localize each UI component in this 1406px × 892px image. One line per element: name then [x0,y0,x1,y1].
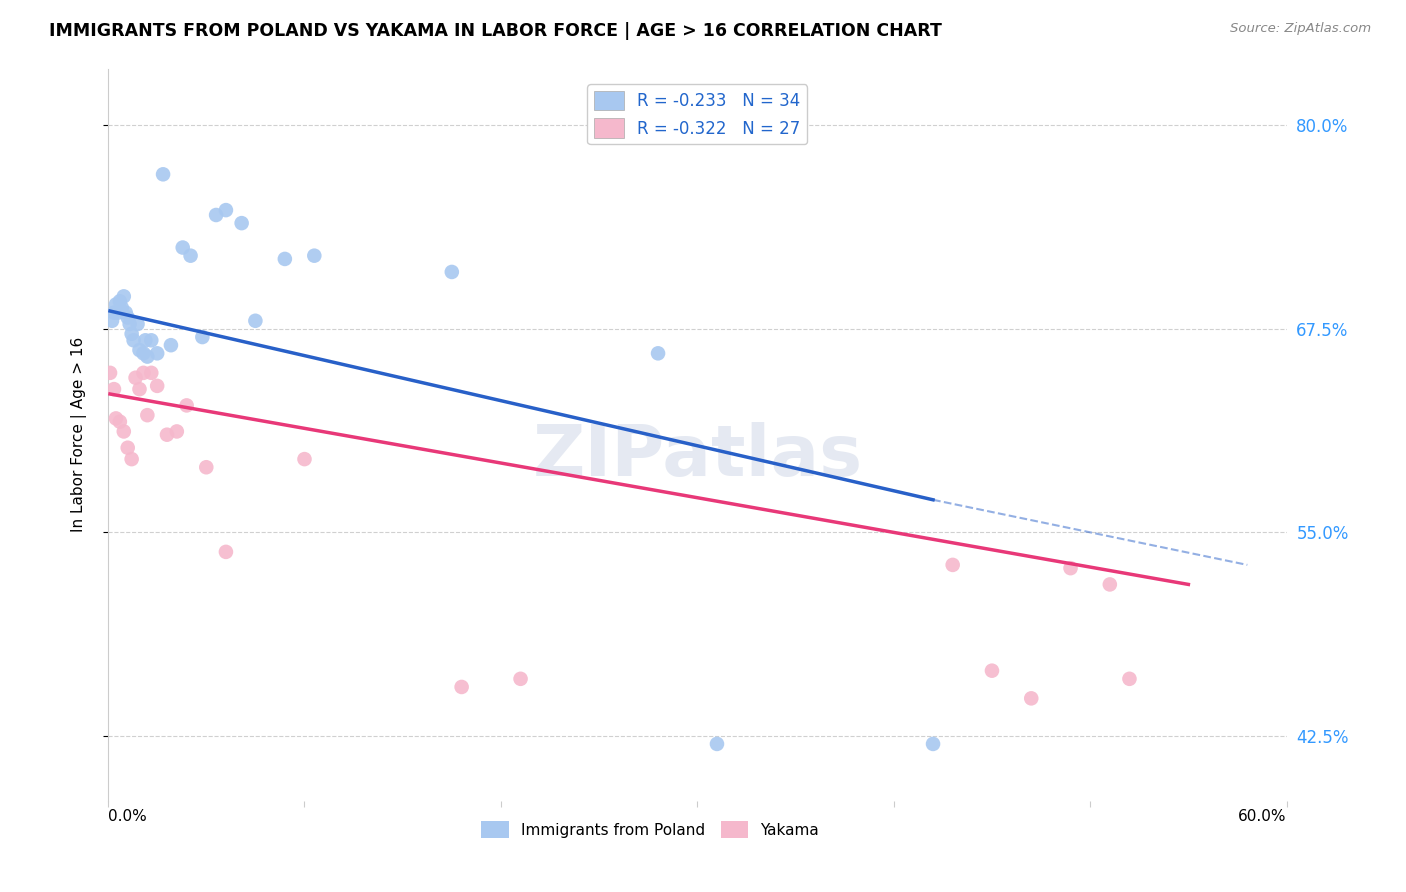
Point [1019,691,1042,706]
Text: Source: ZipAtlas.com: Source: ZipAtlas.com [1230,22,1371,36]
Point [146,379,169,393]
Point [132,366,155,380]
Text: 60.0%: 60.0% [1239,809,1286,824]
Point [141,334,163,348]
Point [117,310,139,325]
Point [152,167,174,181]
Point [156,427,179,442]
Point [104,411,127,425]
Point [136,350,159,364]
Point [231,216,253,230]
Point [128,382,150,396]
Point [124,370,146,384]
Point [111,301,134,315]
Point [114,305,136,319]
Point [103,305,125,319]
Text: IMMIGRANTS FROM POLAND VS YAKAMA IN LABOR FORCE | AGE > 16 CORRELATION CHART: IMMIGRANTS FROM POLAND VS YAKAMA IN LABO… [49,22,942,40]
Point [176,398,198,412]
Point [172,241,194,255]
Point [180,249,202,263]
Point [191,330,214,344]
Point [440,265,463,279]
Point [1098,577,1121,591]
Point [450,680,472,694]
Point [981,664,1004,678]
Point [118,317,141,331]
Point [108,294,131,309]
Point [706,737,728,751]
Point [127,317,149,331]
Y-axis label: In Labor Force | Age > 16: In Labor Force | Age > 16 [72,337,87,533]
Point [1118,672,1140,686]
Point [205,208,228,222]
Text: 0.0%: 0.0% [108,809,146,824]
Point [509,672,531,686]
Point [121,326,143,341]
Point [215,203,238,218]
Point [922,737,945,751]
Point [294,452,316,467]
Point [146,346,169,360]
Text: ZIPatlas: ZIPatlas [533,422,862,491]
Point [274,252,297,266]
Point [128,343,150,357]
Point [215,545,238,559]
Point [98,366,121,380]
Point [121,452,143,467]
Point [195,460,218,475]
Point [1059,561,1081,575]
Point [112,289,135,303]
Point [112,425,135,439]
Point [166,425,188,439]
Point [942,558,965,572]
Legend: Immigrants from Poland, Yakama: Immigrants from Poland, Yakama [475,814,825,845]
Point [101,314,124,328]
Point [304,249,326,263]
Point [108,415,131,429]
Point [141,366,163,380]
Point [104,297,127,311]
Point [103,382,125,396]
Point [122,334,145,348]
Point [107,305,129,319]
Point [117,441,139,455]
Point [134,334,156,348]
Point [245,314,267,328]
Point [132,346,155,360]
Point [136,408,159,422]
Point [647,346,669,360]
Point [160,338,183,352]
